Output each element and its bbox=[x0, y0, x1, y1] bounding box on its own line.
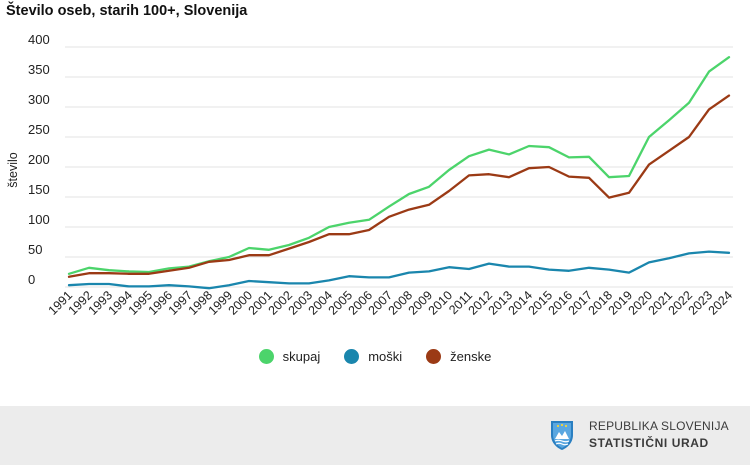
y-tick-label: 50 bbox=[28, 242, 42, 257]
y-tick-label: 350 bbox=[28, 62, 50, 77]
chart-title: Število oseb, starih 100+, Slovenija bbox=[6, 3, 248, 19]
y-axis-label: število bbox=[6, 152, 20, 187]
legend-swatch-zenske bbox=[426, 349, 442, 364]
legend: skupaj moški ženske bbox=[0, 349, 750, 364]
series-line-zenske[interactable] bbox=[67, 94, 731, 278]
y-tick-label: 400 bbox=[28, 32, 50, 47]
y-tick-label: 150 bbox=[28, 182, 50, 197]
legend-item-skupaj[interactable]: skupaj bbox=[258, 349, 321, 364]
y-tick-label: 0 bbox=[28, 272, 35, 287]
slovenia-coat-of-arms-icon bbox=[551, 421, 573, 450]
gridlines bbox=[65, 46, 733, 288]
legend-label-moski: moški bbox=[368, 349, 403, 364]
series-line-skupaj[interactable] bbox=[67, 56, 731, 275]
series-lines bbox=[67, 56, 731, 290]
y-axis-ticks: 0 50 100 150 200 250 300 350 400 bbox=[28, 32, 50, 287]
y-tick-label: 300 bbox=[28, 92, 50, 107]
legend-swatch-moski bbox=[344, 349, 360, 364]
footer-bar: REPUBLIKA SLOVENIJA STATISTIČNI URAD bbox=[0, 406, 750, 465]
legend-item-zenske[interactable]: ženske bbox=[426, 349, 491, 364]
series-line-moski[interactable] bbox=[67, 250, 731, 290]
legend-label-skupaj: skupaj bbox=[282, 349, 321, 364]
y-tick-label: 200 bbox=[28, 152, 50, 167]
legend-label-zenske: ženske bbox=[450, 349, 492, 364]
x-tick-label: 2024 bbox=[706, 288, 736, 318]
footer-line2: STATISTIČNI URAD bbox=[589, 436, 709, 450]
legend-swatch-skupaj bbox=[258, 349, 274, 364]
legend-item-moski[interactable]: moški bbox=[344, 349, 402, 364]
footer-line1: REPUBLIKA SLOVENIJA bbox=[589, 419, 729, 433]
surs-logo: REPUBLIKA SLOVENIJA STATISTIČNI URAD bbox=[549, 418, 729, 452]
y-tick-label: 100 bbox=[28, 212, 50, 227]
line-chart: 0 50 100 150 200 250 300 350 400 199119921993199… bbox=[6, 32, 736, 318]
x-axis-ticks: 1991199219931994199519961997199819992000… bbox=[46, 288, 736, 318]
y-tick-label: 250 bbox=[28, 122, 50, 137]
